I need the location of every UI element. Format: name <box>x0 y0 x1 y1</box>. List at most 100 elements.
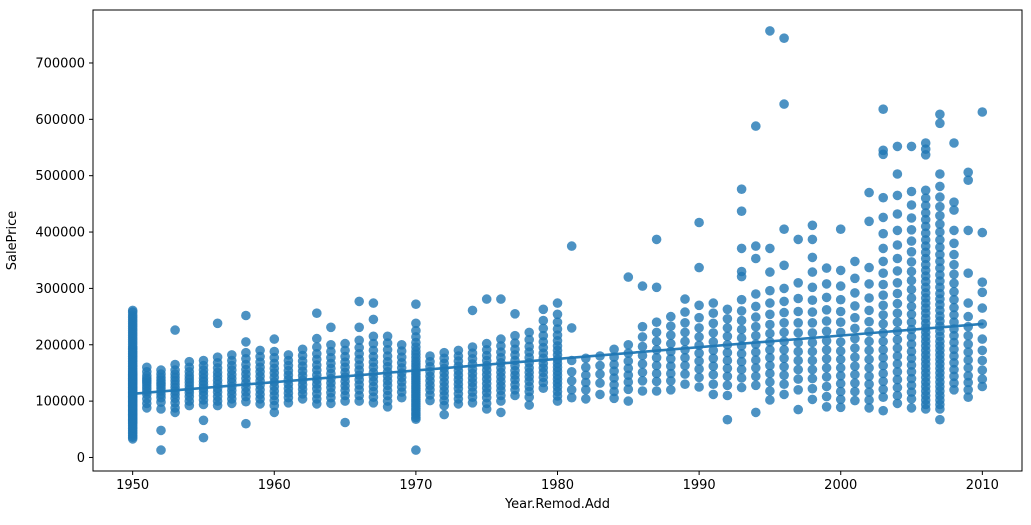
data-point <box>963 330 973 341</box>
data-point <box>906 200 917 210</box>
data-point <box>552 396 563 406</box>
data-point <box>850 333 860 344</box>
data-point <box>722 355 733 366</box>
data-point <box>906 141 917 152</box>
data-point <box>651 376 662 387</box>
data-point <box>156 445 166 455</box>
data-point <box>666 330 676 341</box>
data-point <box>793 234 803 245</box>
data-point <box>821 305 832 315</box>
data-point <box>779 224 789 234</box>
data-point <box>637 332 648 342</box>
data-point <box>581 362 591 373</box>
data-point <box>751 407 761 418</box>
data-point <box>708 389 719 400</box>
data-point <box>906 387 917 397</box>
data-point <box>779 361 789 372</box>
data-point <box>835 378 846 389</box>
data-point <box>878 336 888 347</box>
data-point <box>779 283 789 294</box>
data-point <box>411 445 421 455</box>
data-point <box>977 287 988 298</box>
data-point <box>779 33 789 43</box>
data-point <box>807 373 818 384</box>
data-point <box>722 363 733 374</box>
data-point <box>850 386 860 397</box>
data-point <box>821 292 832 303</box>
data-point <box>581 353 591 364</box>
data-point <box>524 334 534 345</box>
data-point <box>708 337 719 347</box>
data-point <box>382 331 393 342</box>
data-point <box>326 340 336 350</box>
data-point <box>850 369 860 380</box>
data-point <box>751 289 761 299</box>
data-point <box>906 339 917 350</box>
data-point <box>708 353 719 364</box>
data-point <box>963 225 973 236</box>
data-point <box>666 361 676 372</box>
data-point <box>949 337 959 348</box>
data-point <box>765 386 775 396</box>
data-point <box>326 322 336 333</box>
data-point <box>949 287 959 297</box>
data-point <box>963 167 973 178</box>
data-point <box>864 262 874 273</box>
data-point <box>779 296 789 307</box>
data-point <box>142 403 152 413</box>
data-point <box>864 395 874 405</box>
data-point <box>241 337 251 347</box>
trend-line <box>131 322 984 396</box>
data-point <box>751 380 761 391</box>
data-point <box>963 298 973 308</box>
data-point <box>170 325 180 335</box>
data-point <box>793 293 803 304</box>
data-point <box>949 344 959 355</box>
data-point <box>835 363 846 373</box>
data-point <box>609 359 619 370</box>
data-point <box>467 305 478 316</box>
data-point <box>821 372 832 382</box>
data-point <box>708 308 719 319</box>
data-point <box>807 337 818 348</box>
data-point <box>977 345 988 356</box>
data-point <box>963 355 973 365</box>
data-point <box>821 336 832 346</box>
data-point <box>963 363 973 373</box>
data-point <box>878 405 888 416</box>
data-point <box>906 186 917 197</box>
data-point <box>765 360 775 371</box>
data-point <box>637 386 648 396</box>
data-point <box>878 384 888 395</box>
data-point <box>637 359 648 369</box>
data-point <box>835 346 846 356</box>
data-point <box>722 380 733 391</box>
data-point <box>878 243 888 254</box>
data-point <box>963 311 973 322</box>
data-point <box>241 418 251 429</box>
data-point <box>977 381 988 392</box>
data-point <box>864 316 874 327</box>
data-point <box>920 185 931 196</box>
data-point <box>694 348 704 359</box>
data-point <box>835 386 846 397</box>
data-point <box>864 187 874 198</box>
data-point <box>807 220 818 231</box>
data-point <box>935 263 945 273</box>
data-point <box>906 225 917 235</box>
data-point <box>510 309 520 319</box>
data-point <box>411 299 421 310</box>
data-point <box>269 407 280 418</box>
data-point <box>864 379 874 390</box>
data-point <box>963 377 973 388</box>
data-point <box>793 278 803 288</box>
data-point <box>878 192 888 203</box>
data-point <box>906 213 917 223</box>
data-point <box>595 369 605 379</box>
data-point <box>736 349 747 359</box>
data-point <box>651 282 662 293</box>
data-point <box>651 386 662 396</box>
data-point <box>821 381 832 392</box>
data-point <box>807 234 818 245</box>
data-point <box>651 336 662 347</box>
